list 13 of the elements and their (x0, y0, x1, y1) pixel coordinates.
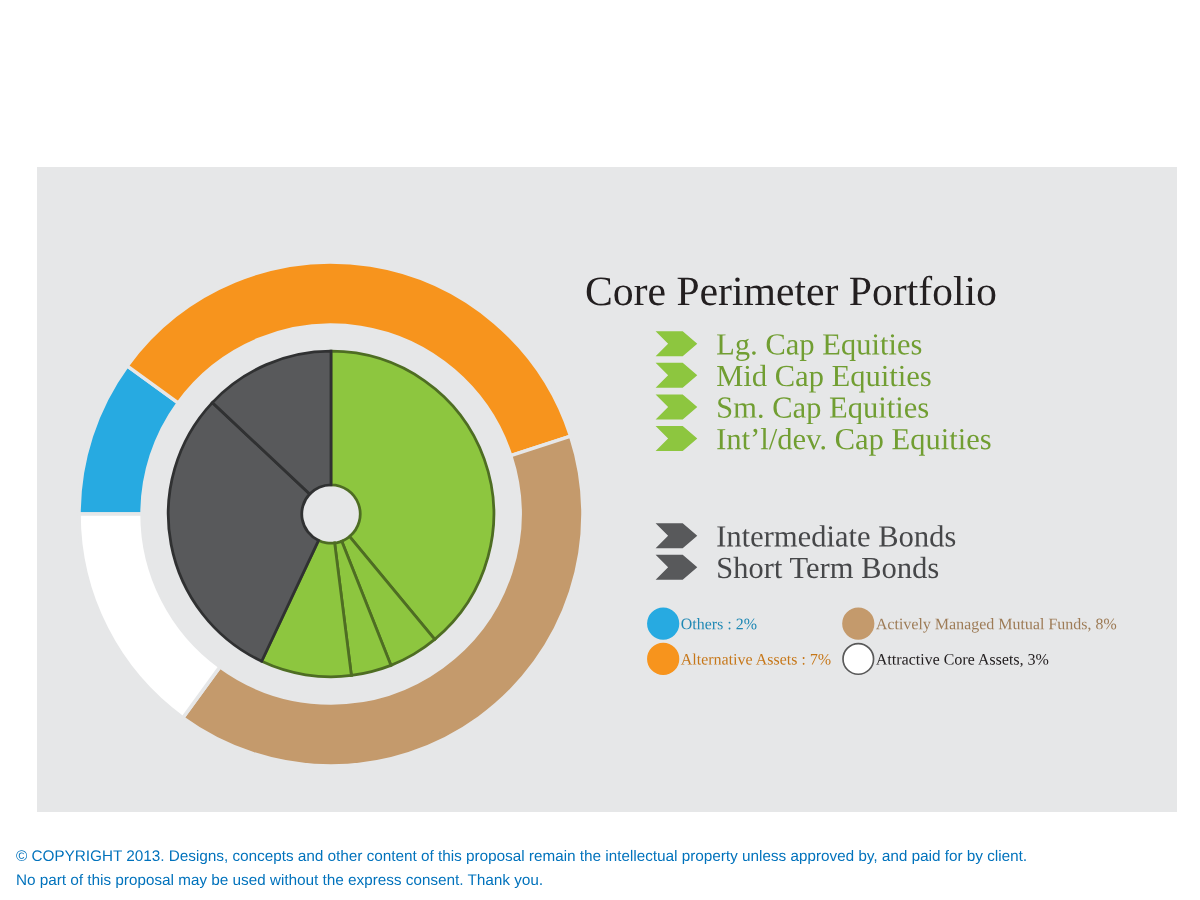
legend-label: Short Term Bonds (718, 556, 939, 579)
legend-label: Attractive Core Assets, 3% (876, 653, 1049, 668)
legend-label: Intermediate Bonds (717, 525, 956, 547)
text: © COPYRIGHT 2013. Designs, concepts and other content of this proposal remain the intellectual property unless approved by, and paid for by client. (16, 849, 1026, 865)
legend-label: Mid Cap Equities (717, 364, 931, 393)
legend-label: Sm. Cap Equities (718, 397, 929, 425)
legend-label: Actively Managed Mutual Funds, 8% (876, 618, 1117, 633)
legend-label: Others : 2% (681, 618, 757, 630)
legend-label: Alternative Assets : 7% (680, 653, 831, 665)
legend-label: Lg. Cap Equities (717, 334, 922, 361)
legend-label: Int’l/dev. Cap Equities (717, 427, 991, 456)
chart-title: Core Perimeter Portfolio (586, 275, 996, 306)
text: No part of this proposal may be used without the express consent. Thank you. (17, 873, 542, 889)
